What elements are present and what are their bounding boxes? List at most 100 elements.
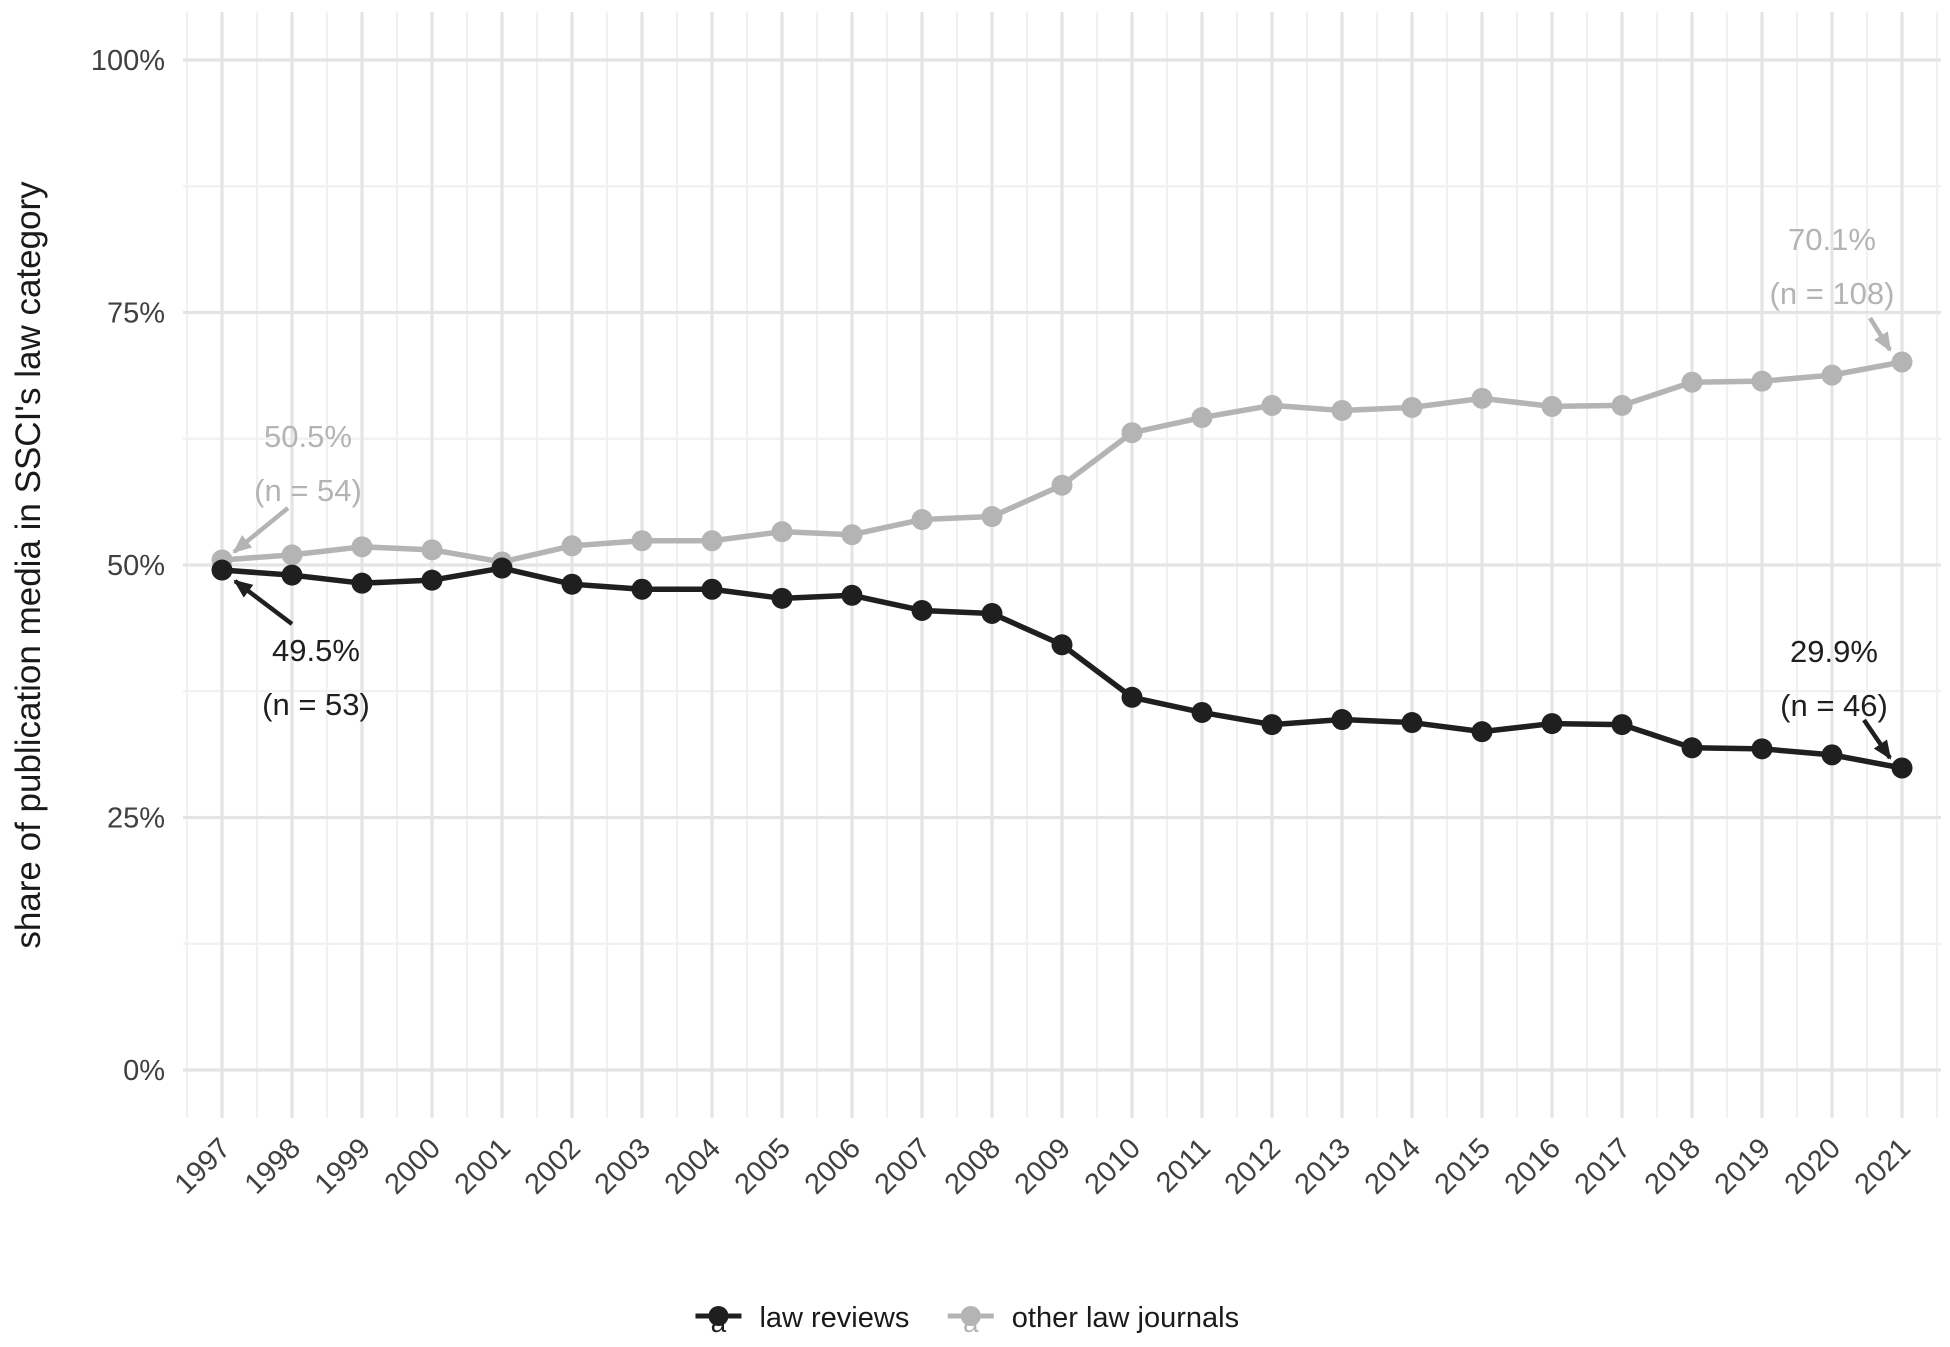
legend-label: law reviews [759,1302,909,1334]
x-tick-label: 2018 [1639,1132,1707,1200]
data-point-law-reviews [1611,714,1633,736]
data-point-other-law-journals [911,509,933,531]
data-point-law-reviews [1191,701,1213,723]
data-point-law-reviews [281,564,303,586]
y-tick-label: 25% [107,802,165,834]
x-tick-label: 2013 [1289,1132,1357,1200]
y-tick-label: 100% [91,45,165,77]
data-point-law-reviews [421,569,443,591]
x-tick-label: 2002 [519,1132,587,1200]
x-tick-label: 2017 [1569,1132,1637,1200]
x-tick-label: 2014 [1359,1132,1427,1200]
data-point-law-reviews [1401,712,1423,734]
data-point-other-law-journals [1681,371,1703,393]
x-tick-label: 1998 [239,1132,307,1200]
data-point-other-law-journals [1051,474,1073,496]
data-point-law-reviews [1541,713,1563,735]
x-tick-label: 1999 [309,1132,377,1200]
x-tick-label: 2012 [1219,1132,1287,1200]
data-point-law-reviews [911,599,933,621]
data-point-law-reviews [1681,737,1703,759]
legend-key-point [960,1306,981,1326]
grid-major [183,12,1941,1118]
x-tick-label: 2006 [799,1132,867,1200]
data-point-other-law-journals [1331,399,1353,421]
x-tick-label: 2005 [729,1132,797,1200]
legend-label: other law journals [1012,1302,1239,1334]
annotation-arrow [1862,718,1892,760]
legend: alaw reviews aother law journals [695,1302,1239,1338]
data-point-law-reviews [1821,744,1843,766]
annotation: 70.1% (n = 108) [1770,222,1895,352]
x-tick-label: 2021 [1849,1132,1917,1200]
annotation-label: 29.9% [1790,634,1878,669]
data-point-other-law-journals [981,506,1003,528]
y-tick-label: 0% [123,1055,165,1087]
data-point-other-law-journals [1261,394,1283,416]
x-tick-label: 2007 [869,1132,937,1200]
data-point-other-law-journals [561,535,583,557]
x-tick-label: 2008 [939,1132,1007,1200]
data-point-other-law-journals [1611,394,1633,416]
data-point-other-law-journals [1751,370,1773,392]
x-tick-label: 2010 [1079,1132,1147,1200]
annotation: 50.5% (n = 54) [232,419,362,554]
x-axis-tick-labels: 1997 1998 1999 2000 2001 2002 2003 2004 2005 2006… [169,1132,1917,1200]
x-tick-label: 2001 [449,1132,517,1200]
data-point-law-reviews [1891,757,1913,779]
data-point-other-law-journals [841,524,863,546]
data-point-other-law-journals [701,530,723,552]
x-tick-label: 2015 [1429,1132,1497,1200]
legend-item-law-reviews: alaw reviews [695,1302,909,1338]
y-tick-label: 50% [107,550,165,582]
y-axis-title: share of publication media in SSCI's law… [9,181,48,949]
annotation-label: 50.5% [264,419,352,454]
data-point-law-reviews [771,587,793,609]
annotation-label: (n = 53) [262,687,370,722]
legend-key-point [708,1306,729,1326]
data-point-law-reviews [841,584,863,606]
series-law-reviews [211,557,1913,779]
legend-item-other-law-journals: aother law journals [947,1302,1239,1338]
data-point-other-law-journals [281,544,303,566]
x-tick-label: 2020 [1779,1132,1847,1200]
x-tick-label: 2016 [1499,1132,1567,1200]
data-point-law-reviews [631,578,653,600]
annotation-arrow [232,506,290,554]
x-tick-label: 2000 [379,1132,447,1200]
annotation-arrow [233,579,294,626]
data-point-law-reviews [561,573,583,595]
y-tick-label: 75% [107,297,165,329]
data-point-other-law-journals [1541,395,1563,417]
x-tick-label: 2004 [659,1132,727,1200]
annotation-label: (n = 54) [254,473,362,508]
data-point-law-reviews [1121,686,1143,708]
data-point-law-reviews [1751,738,1773,760]
annotation-arrow [1868,316,1892,352]
data-point-law-reviews [491,557,513,579]
data-point-law-reviews [1331,709,1353,731]
data-point-other-law-journals [771,521,793,543]
data-point-law-reviews [1261,714,1283,736]
x-tick-label: 2009 [1009,1132,1077,1200]
data-point-law-reviews [981,602,1003,624]
data-point-law-reviews [1471,721,1493,743]
y-axis-tick-labels: 0% 25% 50% 75% 100% [91,45,165,1087]
data-point-other-law-journals [1471,387,1493,409]
data-point-law-reviews [211,559,233,581]
data-point-law-reviews [1051,634,1073,656]
data-point-law-reviews [351,572,373,594]
data-point-other-law-journals [631,530,653,552]
annotation: 29.9% (n = 46) [1780,634,1892,760]
annotation-label: (n = 46) [1780,688,1888,723]
data-point-other-law-journals [421,539,443,561]
data-point-other-law-journals [1891,351,1913,373]
annotation-label: 70.1% [1788,222,1876,257]
data-point-law-reviews [701,578,723,600]
annotation-label: (n = 108) [1770,276,1895,311]
data-point-other-law-journals [1401,396,1423,418]
annotation-label: 49.5% [272,633,360,668]
x-tick-label: 2003 [589,1132,657,1200]
